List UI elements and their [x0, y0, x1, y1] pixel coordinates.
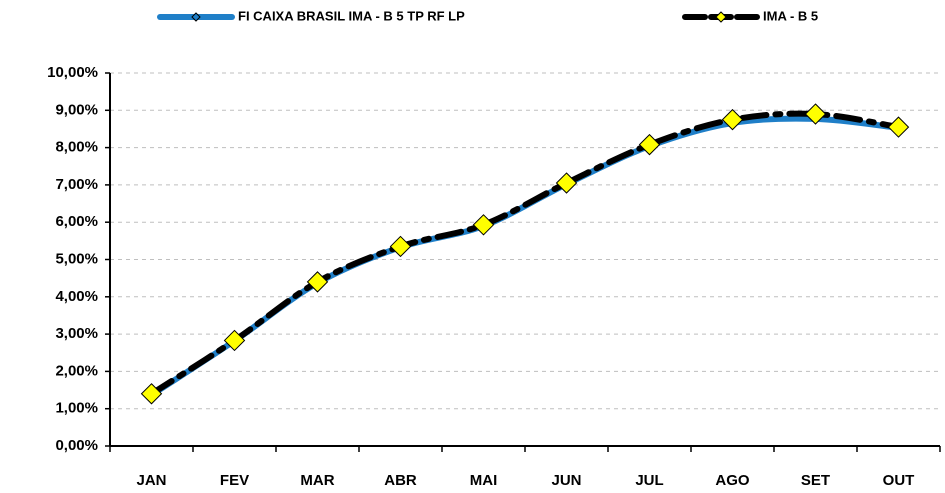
marker — [140, 383, 163, 405]
x-tick-label: JAN — [136, 472, 166, 489]
y-tick-label: 0,00% — [55, 437, 98, 454]
marker — [472, 214, 495, 236]
legend: FI CAIXA BRASIL IMA - B 5 TP RF LP IMA - … — [157, 8, 818, 23]
marker — [887, 116, 910, 138]
x-tick-label: AGO — [715, 472, 750, 489]
legend-label: IMA - B 5 — [763, 8, 818, 23]
marker — [804, 103, 827, 125]
y-tick-label: 7,00% — [55, 176, 98, 193]
y-tick-label: 9,00% — [55, 101, 98, 118]
y-tick-label: 5,00% — [55, 250, 98, 267]
y-tick-label: 8,00% — [55, 139, 98, 156]
x-tick-label: OUT — [883, 472, 915, 489]
x-tick-label: MAI — [470, 472, 498, 489]
legend-label: FI CAIXA BRASIL IMA - B 5 TP RF LP — [238, 8, 465, 23]
marker — [223, 329, 246, 352]
marker — [306, 271, 329, 293]
y-tick-label: 1,00% — [55, 400, 98, 417]
marker — [638, 133, 661, 156]
series-line — [148, 110, 902, 397]
y-tick-label: 3,00% — [55, 325, 98, 342]
y-tick-label: 4,00% — [55, 288, 98, 305]
x-tick-label: MAR — [300, 472, 334, 489]
series-line — [148, 115, 902, 398]
x-tick-label: ABR — [384, 472, 417, 489]
x-tick-label: JUN — [551, 472, 581, 489]
y-tick-label: 6,00% — [55, 213, 98, 230]
x-tick-label: FEV — [220, 472, 249, 489]
x-tick-label: SET — [801, 472, 830, 489]
legend-marker — [715, 11, 727, 23]
marker — [555, 172, 578, 194]
y-tick-label: 2,00% — [55, 362, 98, 379]
x-tick-label: JUL — [635, 472, 663, 489]
y-tick-label: 10,00% — [47, 64, 98, 81]
legend-marker — [191, 12, 201, 22]
marker — [721, 108, 744, 131]
marker — [389, 235, 412, 258]
